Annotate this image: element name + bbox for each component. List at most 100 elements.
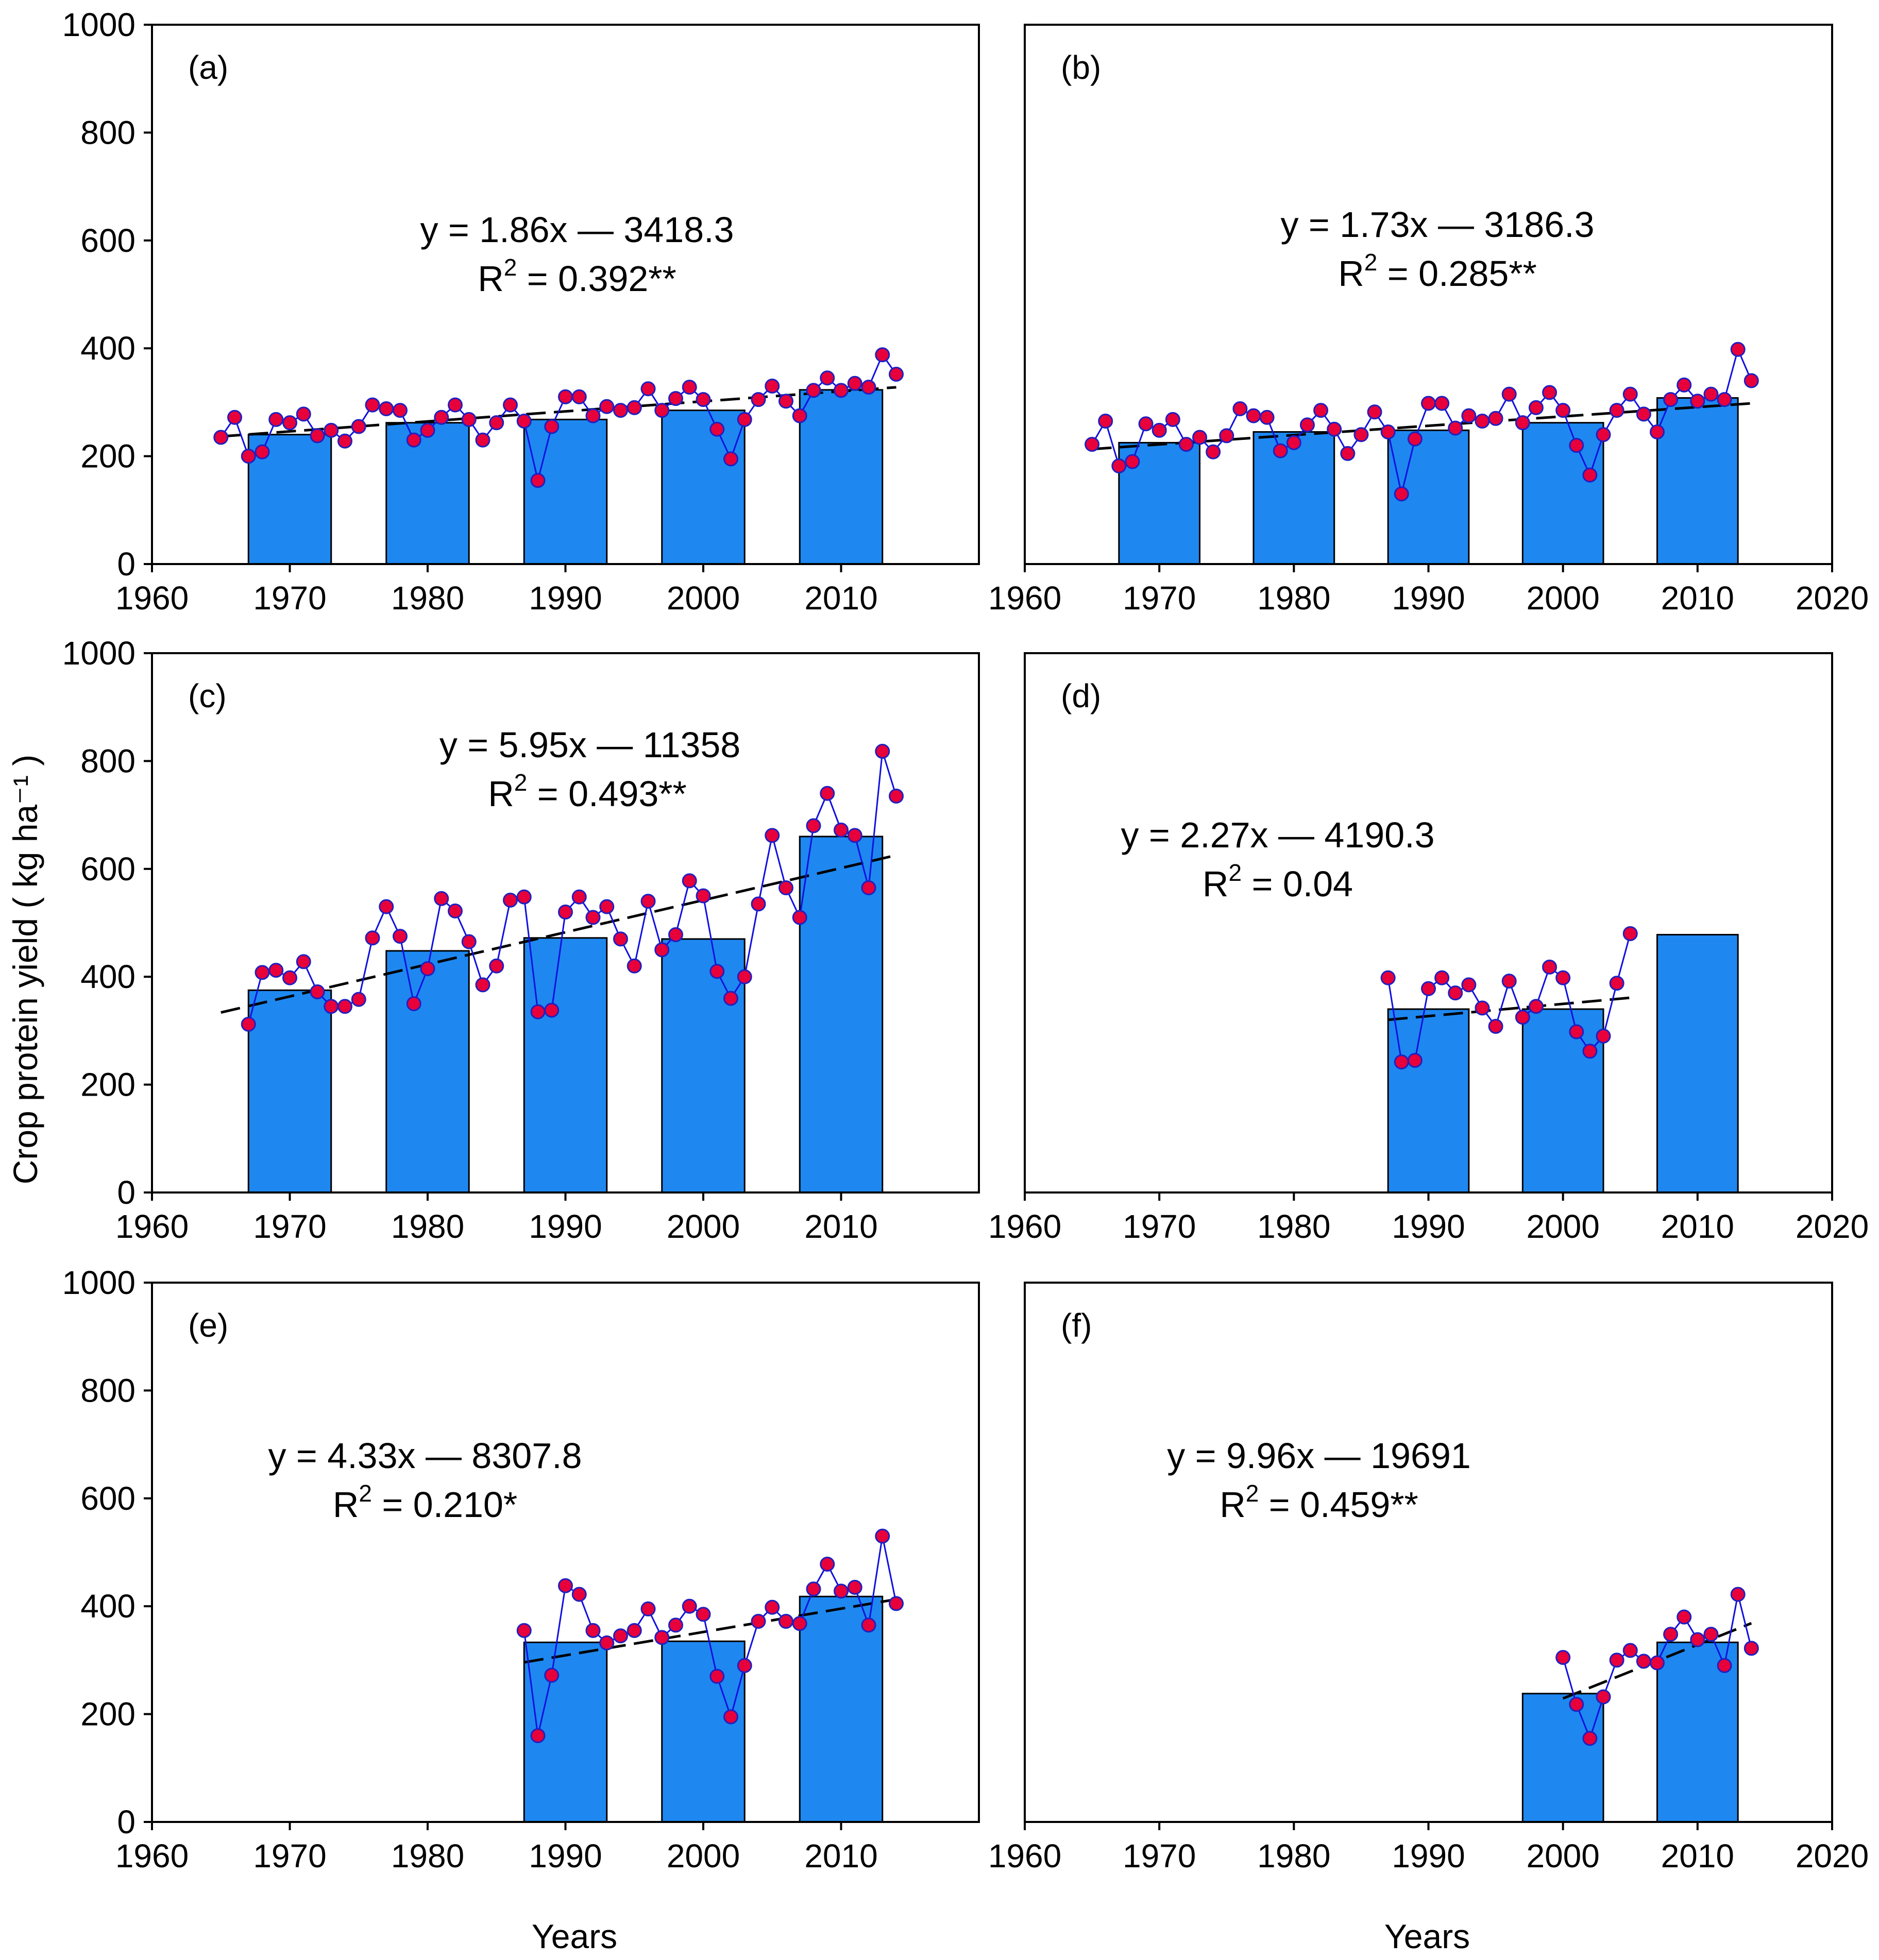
data-point [448, 397, 463, 413]
data-point [1367, 404, 1382, 420]
x-tick-label: 1970 [1123, 580, 1196, 617]
data-point [544, 1002, 560, 1018]
data-point [544, 419, 560, 434]
data-point [737, 412, 752, 427]
data-point [241, 449, 256, 464]
data-point [1488, 411, 1503, 426]
data-point [820, 370, 835, 386]
data-point [613, 403, 628, 418]
x-tick-label: 1990 [1392, 1208, 1465, 1245]
panel-label: (e) [188, 1307, 228, 1344]
data-point [1394, 486, 1409, 502]
regression-equation: y = 1.73x — 3186.3 [1280, 204, 1594, 245]
data-point [434, 891, 449, 906]
bar [1252, 431, 1335, 565]
data-point [585, 408, 601, 423]
data-point [1475, 1000, 1490, 1016]
data-point [778, 394, 793, 409]
y-tick-label: 0 [117, 1803, 136, 1840]
bar [523, 937, 608, 1194]
data-point [351, 992, 366, 1007]
data-point [723, 451, 738, 467]
data-point [558, 389, 573, 404]
x-tick-label: 1980 [1257, 1208, 1330, 1245]
data-point [875, 744, 890, 759]
r-squared: R2 = 0.285** [1338, 249, 1537, 294]
data-point [310, 428, 325, 444]
data-point [709, 421, 725, 437]
y-tick-label: 800 [80, 114, 136, 151]
x-tick-label: 1970 [253, 580, 326, 617]
data-point [778, 1614, 793, 1629]
data-point [1407, 1052, 1423, 1068]
data-point [1622, 386, 1638, 402]
bar [799, 1595, 884, 1823]
data-point [1434, 396, 1450, 411]
data-point [1286, 435, 1301, 450]
data-point [1515, 1010, 1530, 1025]
data-point [668, 391, 683, 406]
x-tick-label: 2000 [1526, 580, 1599, 617]
data-point [282, 970, 297, 985]
x-tick-label: 1980 [391, 1208, 464, 1245]
regression-equation: y = 5.95x — 11358 [439, 725, 740, 765]
bar [1521, 422, 1604, 565]
data-point [1178, 437, 1194, 452]
bar [799, 836, 884, 1194]
x-tick-label: 1990 [529, 580, 602, 617]
data-point [530, 1004, 546, 1019]
trend-line [1387, 996, 1631, 1021]
data-point [1273, 443, 1288, 458]
data-point [1501, 386, 1517, 402]
data-point [1353, 427, 1369, 442]
panel-d: 1960 1970 1980 1990 2000 2010 2020 (d) y = 2.27x… [988, 652, 1869, 1245]
panels: 1960 1970 1980 1990 2000 20100200400600800100… [62, 6, 1869, 1874]
data-point [640, 894, 656, 909]
data-point [1582, 467, 1598, 483]
regression-equation: y = 1.86x — 3418.3 [420, 210, 734, 250]
data-point [1165, 412, 1180, 427]
data-point [1609, 976, 1624, 991]
data-point [889, 366, 904, 382]
data-point [1622, 926, 1638, 941]
data-point [1703, 1627, 1719, 1642]
data-point [737, 1658, 752, 1673]
x-tick-label: 2010 [1661, 580, 1734, 617]
data-point [1111, 458, 1127, 473]
y-tick-label: 200 [80, 1066, 136, 1103]
data-point [461, 934, 477, 949]
r-squared: R2 = 0.210* [333, 1480, 517, 1525]
data-point [1649, 424, 1665, 439]
x-tick-label: 2000 [1526, 1837, 1599, 1874]
data-point [1555, 403, 1571, 418]
data-point [448, 903, 463, 918]
data-point [820, 786, 835, 801]
data-point [1703, 386, 1719, 402]
data-point [1501, 974, 1517, 989]
data-point [1407, 431, 1423, 447]
data-point [599, 899, 615, 914]
data-point [1125, 454, 1140, 469]
data-point [1192, 430, 1208, 445]
bar [1656, 397, 1739, 565]
data-point [613, 931, 628, 947]
panel-label: (d) [1061, 677, 1101, 714]
panel-f: 1960 1970 1980 1990 2000 2010 2020 (f) y = 9.96x… [988, 1282, 1869, 1874]
data-point [406, 996, 421, 1012]
data-point [365, 930, 380, 946]
data-point [861, 1617, 876, 1633]
data-point [227, 410, 242, 425]
data-point [324, 422, 339, 438]
data-point [571, 389, 587, 404]
y-tick-label: 200 [80, 438, 136, 475]
data-point [393, 403, 408, 418]
data-point [585, 1623, 601, 1638]
data-point [1542, 385, 1558, 400]
data-point [1596, 1028, 1611, 1044]
data-point [696, 888, 711, 904]
data-point [696, 392, 711, 407]
data-point [393, 929, 408, 944]
data-point [723, 991, 738, 1006]
data-point [406, 432, 421, 448]
data-point [1663, 392, 1679, 407]
